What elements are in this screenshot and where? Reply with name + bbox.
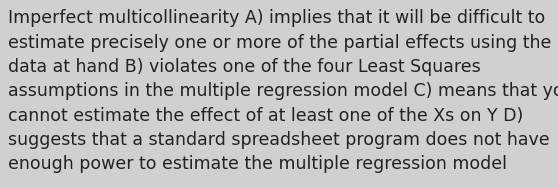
Text: Imperfect multicollinearity A) implies that it will be difficult to
estimate pre: Imperfect multicollinearity A) implies t… <box>8 9 558 173</box>
